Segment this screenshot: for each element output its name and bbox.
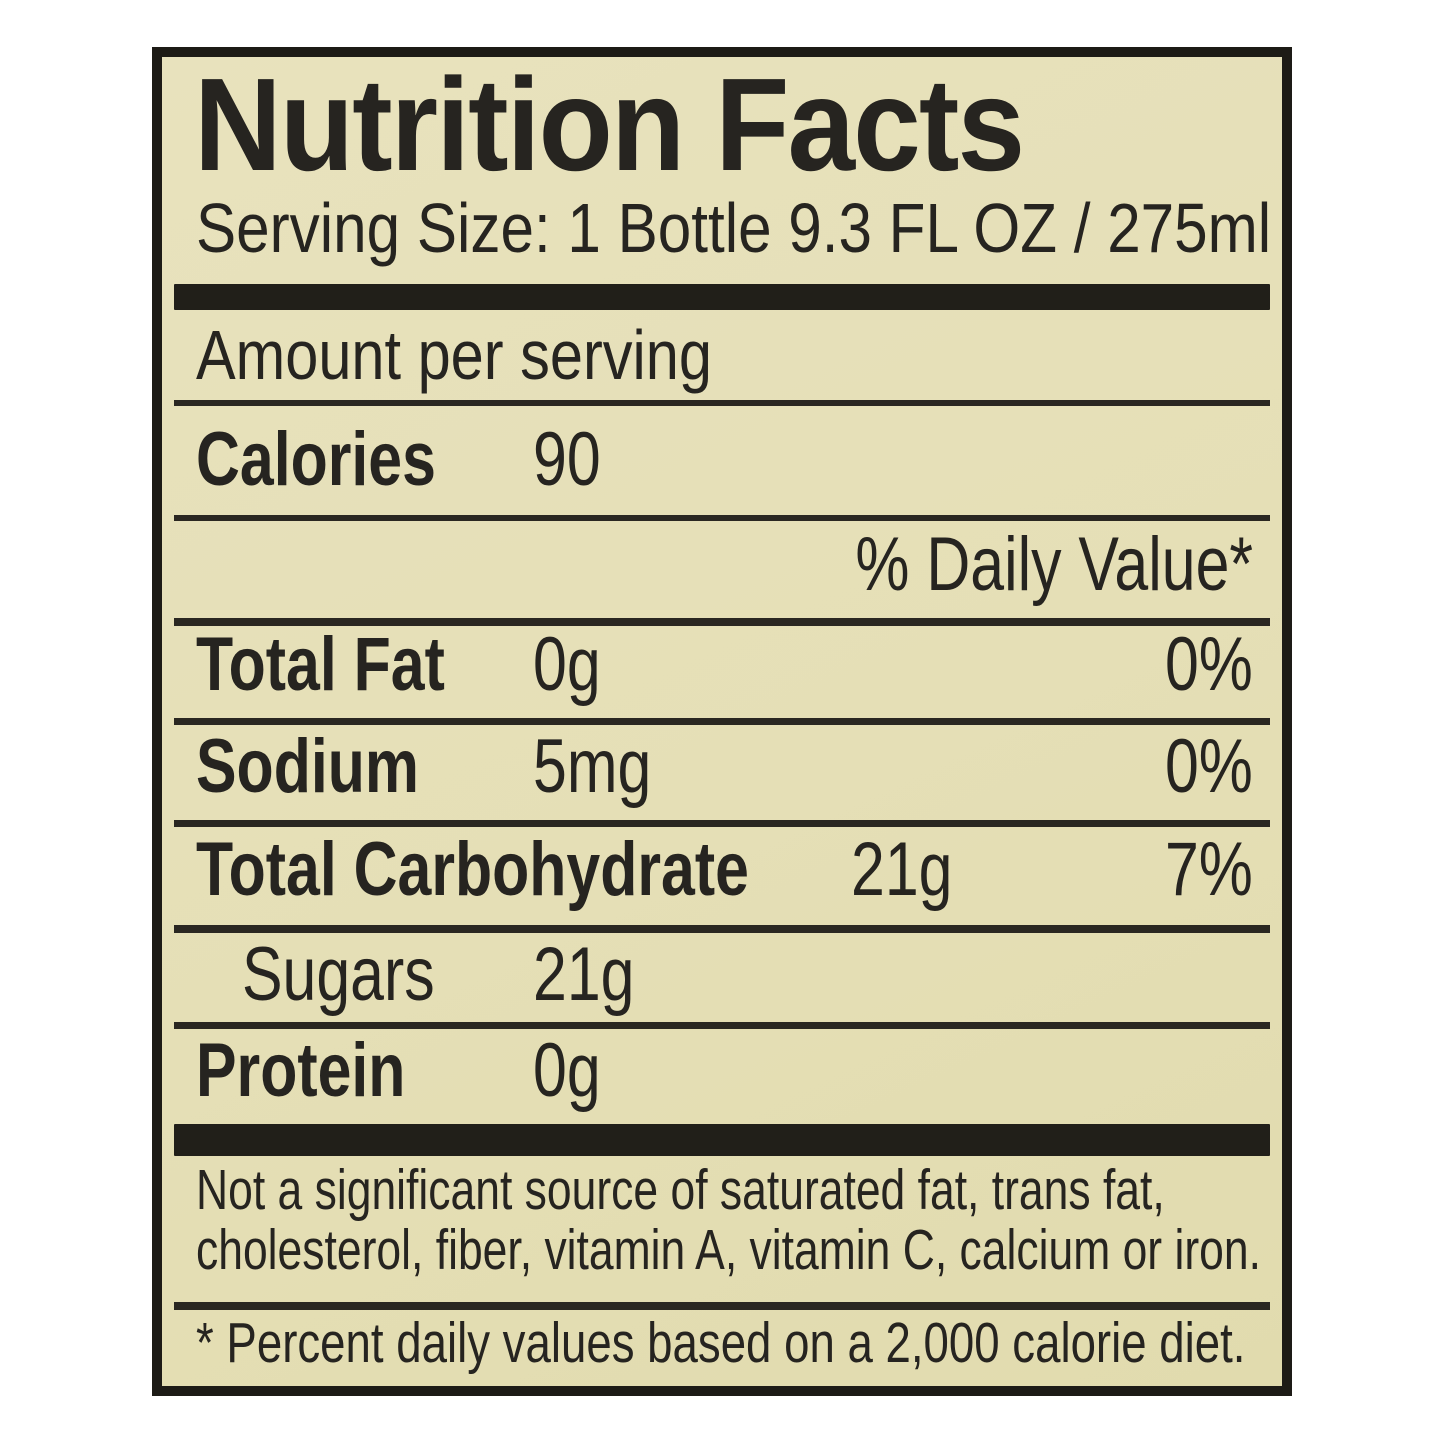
thick-separator-bottom <box>174 1124 1270 1156</box>
separator-rule <box>174 1302 1270 1310</box>
calories-label: Calories <box>196 417 436 502</box>
nutrient-row-total-fat: Total Fat 0g 0% <box>196 627 1253 719</box>
nutrient-row-total-carbohydrate: Total Carbohydrate 21g 7% <box>196 832 1253 924</box>
nutrient-amount: 21g <box>533 932 635 1017</box>
separator-rule <box>174 400 1270 406</box>
separator-rule <box>174 515 1270 521</box>
not-significant-source-note: Not a significant source of saturated fa… <box>196 1160 1445 1281</box>
nutrient-name: Total Carbohydrate <box>196 827 749 912</box>
calories-value: 90 <box>533 417 601 502</box>
nutrient-amount: 0g <box>533 1028 601 1113</box>
separator-rule <box>174 820 1270 827</box>
serving-size-text: Serving Size: 1 Bottle 9.3 FL OZ / 275ml <box>196 189 1272 267</box>
daily-value-disclaimer: * Percent daily values based on a 2,000 … <box>196 1315 1445 1372</box>
nutrient-name: Protein <box>196 1028 406 1113</box>
nutrient-name: Sodium <box>196 724 419 809</box>
nutrient-amount: 0g <box>533 622 601 707</box>
nutrient-name: Total Fat <box>196 622 445 707</box>
nutrient-daily-value: 0% <box>1165 622 1253 707</box>
amount-per-serving-line: Amount per serving <box>196 320 803 390</box>
serving-size-line: Serving Size: 1 Bottle 9.3 FL OZ / 275ml <box>196 193 1445 263</box>
nutrient-daily-value: 0% <box>1165 724 1253 809</box>
calories-row: Calories 90 <box>196 422 1253 514</box>
thick-separator-top <box>174 284 1270 310</box>
nutrition-facts-label: Nutrition Facts Serving Size: 1 Bottle 9… <box>152 47 1292 1396</box>
nutrient-row-protein: Protein 0g <box>196 1033 1253 1125</box>
disclaimer-text: * Percent daily values based on a 2,000 … <box>196 1311 1246 1375</box>
nutrient-row-sodium: Sodium 5mg 0% <box>196 729 1253 821</box>
daily-value-header-text: % Daily Value* <box>855 522 1253 607</box>
separator-rule <box>174 925 1270 933</box>
nutrient-amount: 5mg <box>533 724 652 809</box>
note-line-1: Not a significant source of saturated fa… <box>196 1158 1165 1222</box>
separator-rule <box>174 618 1270 626</box>
note-line-2: cholesterol, fiber, vitamin A, vitamin C… <box>196 1218 1261 1283</box>
label-title-text: Nutrition Facts <box>194 51 1025 198</box>
nutrient-amount: 21g <box>851 827 953 912</box>
separator-rule <box>174 1022 1270 1029</box>
label-title: Nutrition Facts <box>194 59 1095 191</box>
nutrient-daily-value: 7% <box>1165 827 1253 912</box>
separator-rule <box>174 718 1270 725</box>
nutrient-row-sugars: Sugars 21g <box>196 937 1253 1029</box>
amount-per-serving-text: Amount per serving <box>196 316 712 394</box>
daily-value-header-row: % Daily Value* <box>196 527 1253 619</box>
nutrient-name: Sugars <box>242 932 435 1017</box>
